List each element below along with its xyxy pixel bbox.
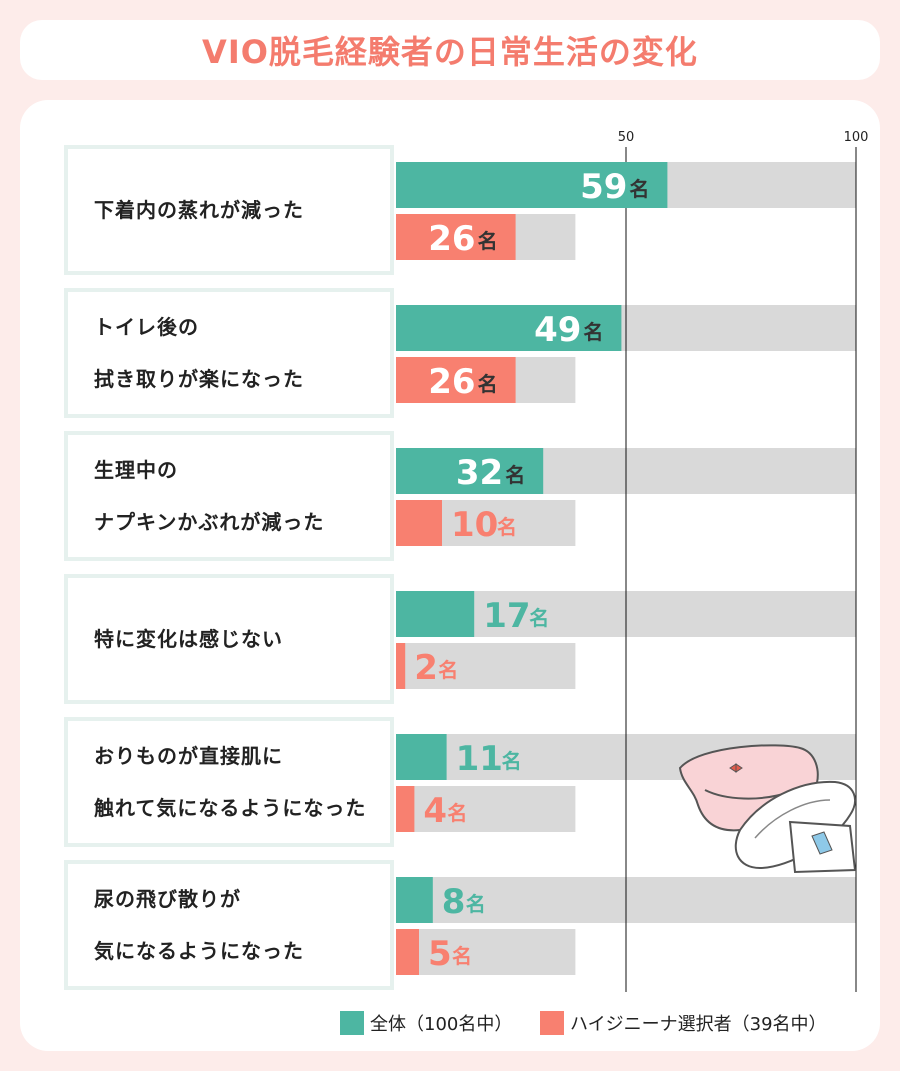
unit-label: 名 [452,944,472,968]
unit-label: 名 [505,463,525,487]
bar-hygienina [396,929,419,975]
tick-label: 50 [618,130,635,145]
category-label: 下着内の蒸れが減った [94,198,304,222]
underwear-pad-illustration [678,744,857,874]
category-label: 特に変化は感じない [94,627,283,651]
data-label: 17 [483,596,530,636]
category-label-box: 下着内の蒸れが減った [64,145,394,275]
bar-hygienina [396,500,442,546]
pad-line [754,799,831,839]
bar-hygienina [396,214,516,260]
category-label: トイレ後の 拭き取りが楽になった [94,315,304,391]
data-label: 26 [428,219,475,259]
ribbon-icon [729,763,743,773]
data-label: 11 [456,739,503,779]
bar-all [396,591,475,637]
data-label: 49 [534,310,581,350]
data-label: 32 [456,453,503,493]
legend-hygienina-label: ハイジニーナ選択者（39名中） [570,1014,827,1035]
grid-layer: 50 100 [618,130,869,992]
title-banner: VIO脱毛経験者の日常生活の変化 [20,20,880,80]
data-label: 8 [442,882,466,922]
data-label: 4 [423,791,447,831]
legend-all-label: 全体（100名中） [370,1014,513,1035]
unit-label: 名 [629,177,649,201]
chart-title: VIO脱毛経験者の日常生活の変化 [202,33,698,71]
bar-hygienina [396,357,516,403]
unit-label: 名 [438,658,458,682]
pad-tab-icon [811,831,833,855]
category-label: おりものが直接肌に 触れて気になるようになった [94,744,367,820]
data-label: 10 [451,505,498,545]
bar-track [396,786,576,832]
bar-track [396,929,576,975]
unit-label: 名 [466,892,486,916]
unit-label: 名 [583,320,603,344]
bar-hygienina [396,643,406,689]
unit-label: 名 [478,229,498,253]
data-label: 2 [414,648,438,688]
legend-all-swatch [340,1011,364,1035]
bar-hygienina [396,786,415,832]
bar-track [396,643,576,689]
unit-label: 名 [447,801,467,825]
category-label: 生理中の ナプキンかぶれが減った [94,458,325,534]
bar-all [396,448,544,494]
unit-label: 名 [529,606,549,630]
unit-label: 名 [497,515,517,539]
data-label: 59 [580,167,627,207]
bar-all [396,305,622,351]
category-label-box: 尿の飛び散りが 気になるようになった [64,860,394,990]
data-label: 5 [428,934,452,974]
category-label-box: おりものが直接肌に 触れて気になるようになった [64,717,394,847]
category-label: 尿の飛び散りが 気になるようになった [94,887,304,963]
legend-hygienina: ハイジニーナ選択者（39名中） [540,1011,827,1035]
bar-all [396,734,447,780]
unit-label: 名 [478,372,498,396]
data-label: 26 [428,362,475,402]
tick-label: 100 [844,130,869,145]
bar-all [396,162,668,208]
unit-label: 名 [502,749,522,773]
category-label-box: トイレ後の 拭き取りが楽になった [64,288,394,418]
legend-all: 全体（100名中） [340,1011,512,1035]
category-label-box: 特に変化は感じない [64,574,394,704]
bar-all [396,877,433,923]
legend-hygienina-swatch [540,1011,564,1035]
category-label-box: 生理中の ナプキンかぶれが減った [64,431,394,561]
